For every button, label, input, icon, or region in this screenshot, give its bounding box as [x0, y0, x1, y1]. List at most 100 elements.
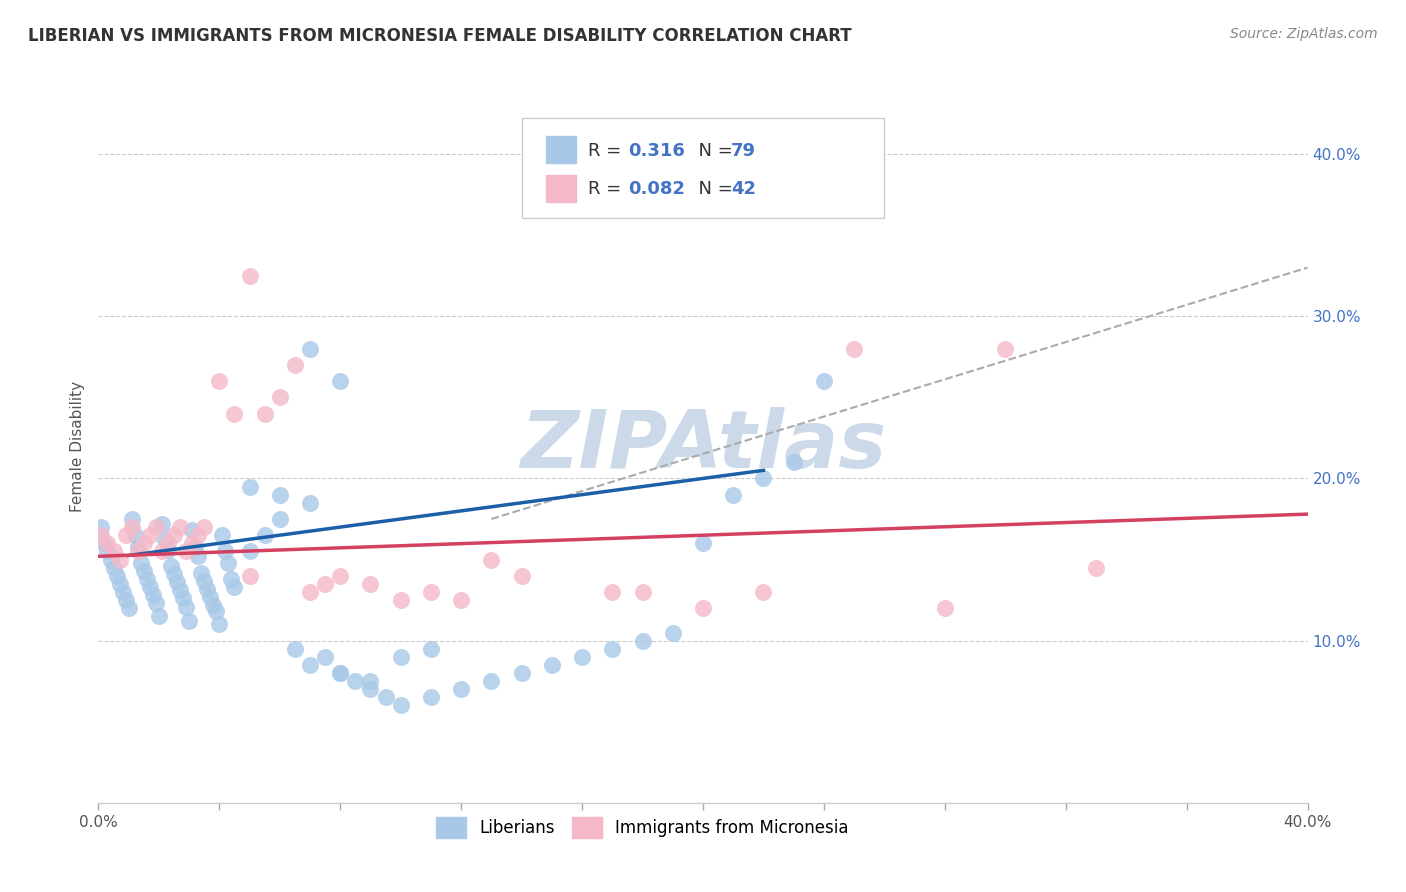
Point: [314, 649, 336, 664]
Point: [360, 682, 382, 697]
Point: [224, 580, 246, 594]
Point: [239, 568, 262, 582]
Point: [994, 342, 1017, 356]
Point: [374, 690, 396, 705]
Point: [105, 568, 128, 582]
Point: [752, 471, 775, 485]
Point: [96, 544, 118, 558]
Point: [571, 649, 593, 664]
Text: R =: R =: [588, 180, 627, 198]
Point: [124, 528, 146, 542]
Text: N =: N =: [688, 142, 738, 160]
Point: [129, 556, 152, 570]
Point: [190, 566, 212, 580]
Point: [132, 564, 155, 578]
Point: [329, 568, 352, 582]
Point: [172, 591, 194, 606]
Point: [181, 524, 204, 538]
Point: [389, 593, 412, 607]
Point: [239, 544, 262, 558]
Text: Source: ZipAtlas.com: Source: ZipAtlas.com: [1230, 27, 1378, 41]
Point: [193, 520, 215, 534]
Point: [114, 528, 136, 542]
Point: [299, 342, 322, 356]
Point: [239, 268, 262, 283]
Point: [329, 666, 352, 681]
Point: [160, 559, 183, 574]
Point: [211, 528, 233, 542]
Point: [145, 596, 167, 610]
Point: [132, 536, 155, 550]
Point: [179, 614, 201, 628]
Point: [214, 544, 236, 558]
Point: [142, 588, 165, 602]
Point: [1085, 560, 1108, 574]
Point: [139, 528, 162, 542]
Text: ZIPAtlas: ZIPAtlas: [520, 407, 886, 485]
Point: [269, 488, 291, 502]
Point: [156, 542, 179, 557]
Point: [103, 544, 125, 558]
Point: [224, 407, 246, 421]
Point: [389, 649, 412, 664]
Point: [631, 585, 654, 599]
Point: [181, 536, 204, 550]
Point: [163, 528, 186, 542]
Point: [631, 633, 654, 648]
Point: [114, 593, 136, 607]
Point: [481, 674, 503, 689]
Point: [163, 567, 186, 582]
Point: [284, 358, 307, 372]
Point: [934, 601, 956, 615]
Point: [90, 520, 112, 534]
Point: [450, 682, 472, 697]
Point: [314, 577, 336, 591]
FancyBboxPatch shape: [546, 175, 576, 202]
Point: [510, 666, 533, 681]
Point: [329, 666, 352, 681]
Point: [153, 533, 176, 547]
Point: [692, 601, 714, 615]
Text: N =: N =: [688, 180, 738, 198]
Point: [602, 641, 624, 656]
Point: [121, 520, 143, 534]
Point: [96, 536, 118, 550]
Point: [118, 601, 141, 615]
Point: [360, 577, 382, 591]
Point: [269, 390, 291, 404]
Point: [253, 528, 276, 542]
Point: [661, 625, 683, 640]
Point: [200, 590, 222, 604]
Point: [692, 536, 714, 550]
Point: [420, 641, 443, 656]
Point: [187, 549, 209, 564]
Text: 0.082: 0.082: [628, 180, 685, 198]
Point: [253, 407, 276, 421]
Point: [100, 552, 122, 566]
Point: [127, 544, 149, 558]
Point: [389, 698, 412, 713]
Point: [184, 540, 207, 554]
Point: [269, 512, 291, 526]
Point: [111, 585, 134, 599]
Point: [344, 674, 367, 689]
Point: [195, 582, 218, 596]
Text: 79: 79: [731, 142, 756, 160]
Point: [284, 641, 307, 656]
Point: [783, 455, 806, 469]
Point: [752, 585, 775, 599]
Point: [93, 536, 115, 550]
Text: R =: R =: [588, 142, 627, 160]
Point: [299, 496, 322, 510]
Point: [450, 593, 472, 607]
Point: [813, 374, 835, 388]
Point: [420, 585, 443, 599]
Point: [108, 577, 131, 591]
Point: [510, 568, 533, 582]
Point: [166, 575, 188, 590]
Text: 42: 42: [731, 180, 756, 198]
Point: [174, 599, 197, 614]
Point: [148, 609, 170, 624]
Point: [217, 556, 239, 570]
Point: [139, 580, 162, 594]
